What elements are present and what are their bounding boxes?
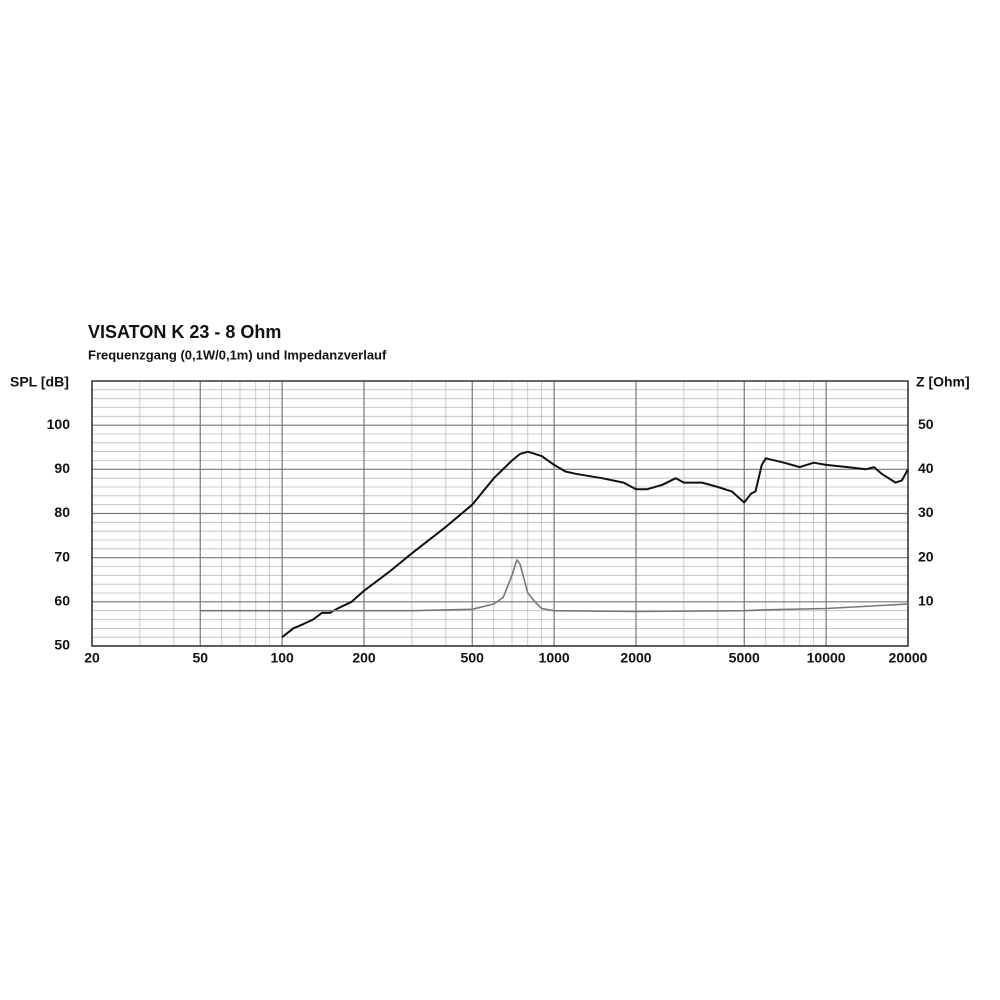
x-tick-label: 10000: [807, 650, 846, 666]
y-tick-label: 70: [54, 548, 70, 564]
x-tick-label: 5000: [729, 650, 760, 666]
y-axis-label: SPL [dB]: [10, 374, 69, 390]
chart-subtitle: Frequenzgang (0,1W/0,1m) und Impedanzver…: [88, 347, 387, 362]
y2-tick-label: 20: [918, 548, 934, 564]
y2-tick-label: 50: [918, 416, 934, 432]
y-tick-label: 90: [54, 460, 70, 476]
y2-tick-label: 30: [918, 504, 934, 520]
x-tick-label: 500: [461, 650, 485, 666]
chart-title: VISATON K 23 - 8 Ohm: [88, 322, 281, 342]
y-tick-label: 80: [54, 504, 70, 520]
y-tick-label: 100: [47, 416, 71, 432]
y-tick-label: 50: [54, 637, 70, 653]
x-tick-label: 50: [192, 650, 208, 666]
plot-border: [91, 380, 909, 647]
y2-tick-label: 40: [918, 460, 934, 476]
series-line: [200, 559, 909, 613]
y-tick-label: 60: [54, 593, 70, 609]
x-tick-label: 200: [352, 650, 376, 666]
y2-axis-label: Z [Ohm]: [916, 374, 970, 390]
y2-tick-label: 10: [918, 593, 934, 609]
x-tick-label: 100: [270, 650, 294, 666]
x-tick-label: 20000: [889, 650, 928, 666]
x-tick-label: 2000: [620, 650, 651, 666]
x-tick-label: 1000: [539, 650, 570, 666]
series-line: [281, 450, 909, 638]
x-tick-label: 20: [84, 650, 100, 666]
